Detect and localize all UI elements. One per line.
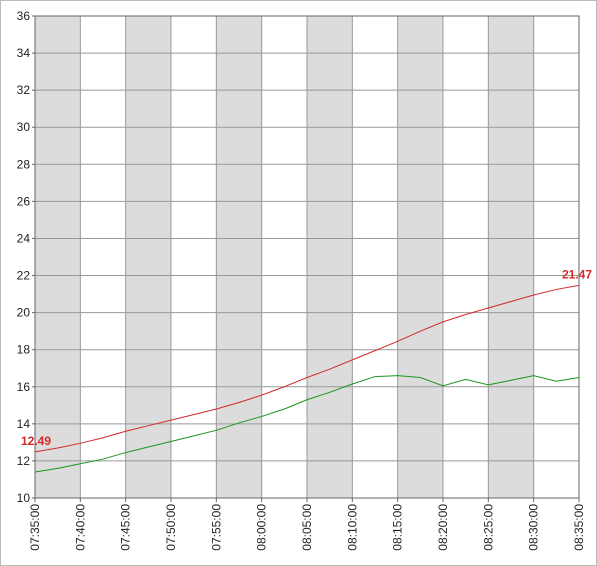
y-tick-label: 12 [17,454,31,468]
series-line [34,284,580,453]
x-tick-label: 07:45:00 [119,504,133,551]
value-label: 21.47 [562,267,592,281]
x-tick-label: 08:05:00 [300,504,314,551]
grid [32,15,580,502]
y-tick-label: 32 [17,83,31,97]
x-tick-label: 08:35:00 [572,504,586,551]
band [216,16,262,498]
y-tick-label: 30 [17,120,31,134]
x-tick-label: 08:30:00 [527,504,541,551]
value-label: 12.49 [21,434,51,448]
band [307,16,353,498]
y-tick-label: 24 [17,231,31,245]
y-tick-label: 10 [17,491,31,505]
plot-border [34,15,580,499]
series-line [34,375,580,473]
y-tick-label: 20 [17,306,31,320]
x-tick-label: 08:20:00 [436,504,450,551]
y-tick-label: 28 [17,157,31,171]
x-tick-label: 07:55:00 [209,504,223,551]
y-tick-label: 22 [17,269,31,283]
band [125,16,171,498]
y-tick-label: 26 [17,194,31,208]
x-tick-label: 07:50:00 [164,504,178,551]
y-tick-label: 36 [17,9,31,23]
x-tick-label: 08:15:00 [391,504,405,551]
bands [35,16,534,498]
band [488,16,534,498]
band [397,16,443,498]
y-tick-label: 34 [17,46,31,60]
x-tick-label: 08:10:00 [345,504,359,551]
x-tick-label: 07:40:00 [73,504,87,551]
y-tick-label: 14 [17,417,31,431]
band [35,16,81,498]
x-tick-label: 07:35:00 [28,504,42,551]
x-tick-label: 08:00:00 [255,504,269,551]
lines [34,284,580,473]
labels: 10 12 14 16 18 20 22 24 26 28 30 32 34 36 07:35:00 07:4… [17,9,593,551]
y-tick-label: 16 [17,380,31,394]
y-tick-label: 18 [17,343,31,357]
x-tick-label: 08:25:00 [481,504,495,551]
